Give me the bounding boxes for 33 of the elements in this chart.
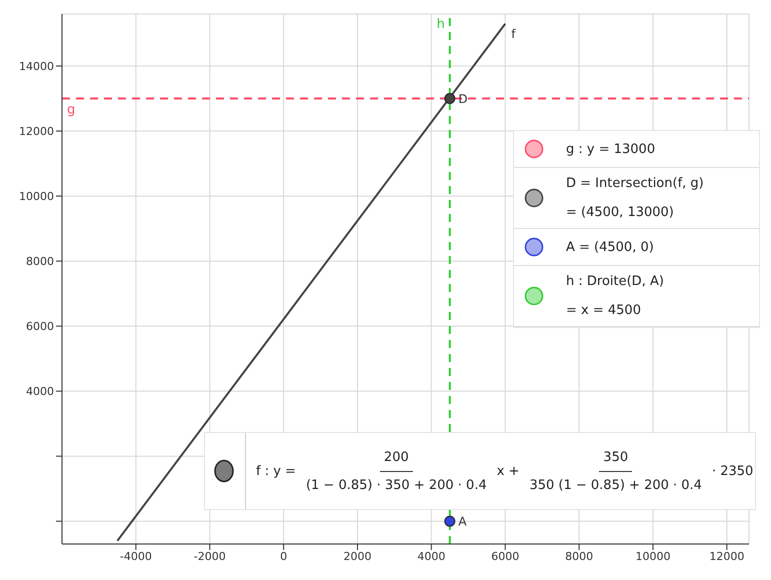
y-tick-label: 8000 bbox=[26, 255, 54, 268]
annotation: D = Intersection(f, g) bbox=[566, 176, 704, 191]
annotation: = x = 4500 bbox=[566, 303, 642, 318]
x-tick-label: 6000 bbox=[491, 550, 520, 563]
series-label: D bbox=[458, 92, 468, 106]
series-label: A bbox=[458, 514, 468, 528]
annotation: x + bbox=[496, 464, 520, 478]
ref-line-label: h bbox=[436, 17, 445, 32]
series-label: f bbox=[511, 26, 516, 41]
ref-line-label: g bbox=[67, 102, 76, 118]
x-tick-label: 2000 bbox=[343, 550, 372, 563]
y-tick-label: 4000 bbox=[26, 385, 54, 398]
annotation: g : y = 13000 bbox=[566, 142, 656, 156]
annotation: f : y = bbox=[256, 464, 296, 478]
x-tick-label: 8000 bbox=[565, 550, 594, 563]
x-tick-label: -4000 bbox=[120, 550, 152, 563]
y-tick-label: 14000 bbox=[19, 60, 54, 73]
annotation: 350 bbox=[599, 450, 632, 472]
y-tick-label: 12000 bbox=[19, 124, 54, 138]
annotation: · 2350 bbox=[712, 464, 754, 478]
annotation: h : Droite(D, A) bbox=[566, 274, 664, 289]
x-tick-label: -2000 bbox=[194, 550, 226, 563]
x-tick-label: 10000 bbox=[635, 550, 670, 563]
x-tick-label: 0 bbox=[280, 550, 288, 563]
annotation: = (4500, 13000) bbox=[566, 205, 675, 220]
x-tick-label: 12000 bbox=[709, 550, 744, 563]
y-tick-label: 10000 bbox=[19, 190, 54, 203]
annotation: 350 (1 − 0.85) + 200 · 0.4 bbox=[528, 476, 703, 492]
annotation: A = (4500, 0) bbox=[566, 240, 654, 254]
x-tick-label: 4000 bbox=[417, 550, 446, 563]
y-tick-label: 6000 bbox=[26, 320, 54, 334]
annotation: (1 − 0.85) · 350 + 200 · 0.4 bbox=[304, 476, 488, 492]
annotation: 200 bbox=[380, 450, 413, 472]
